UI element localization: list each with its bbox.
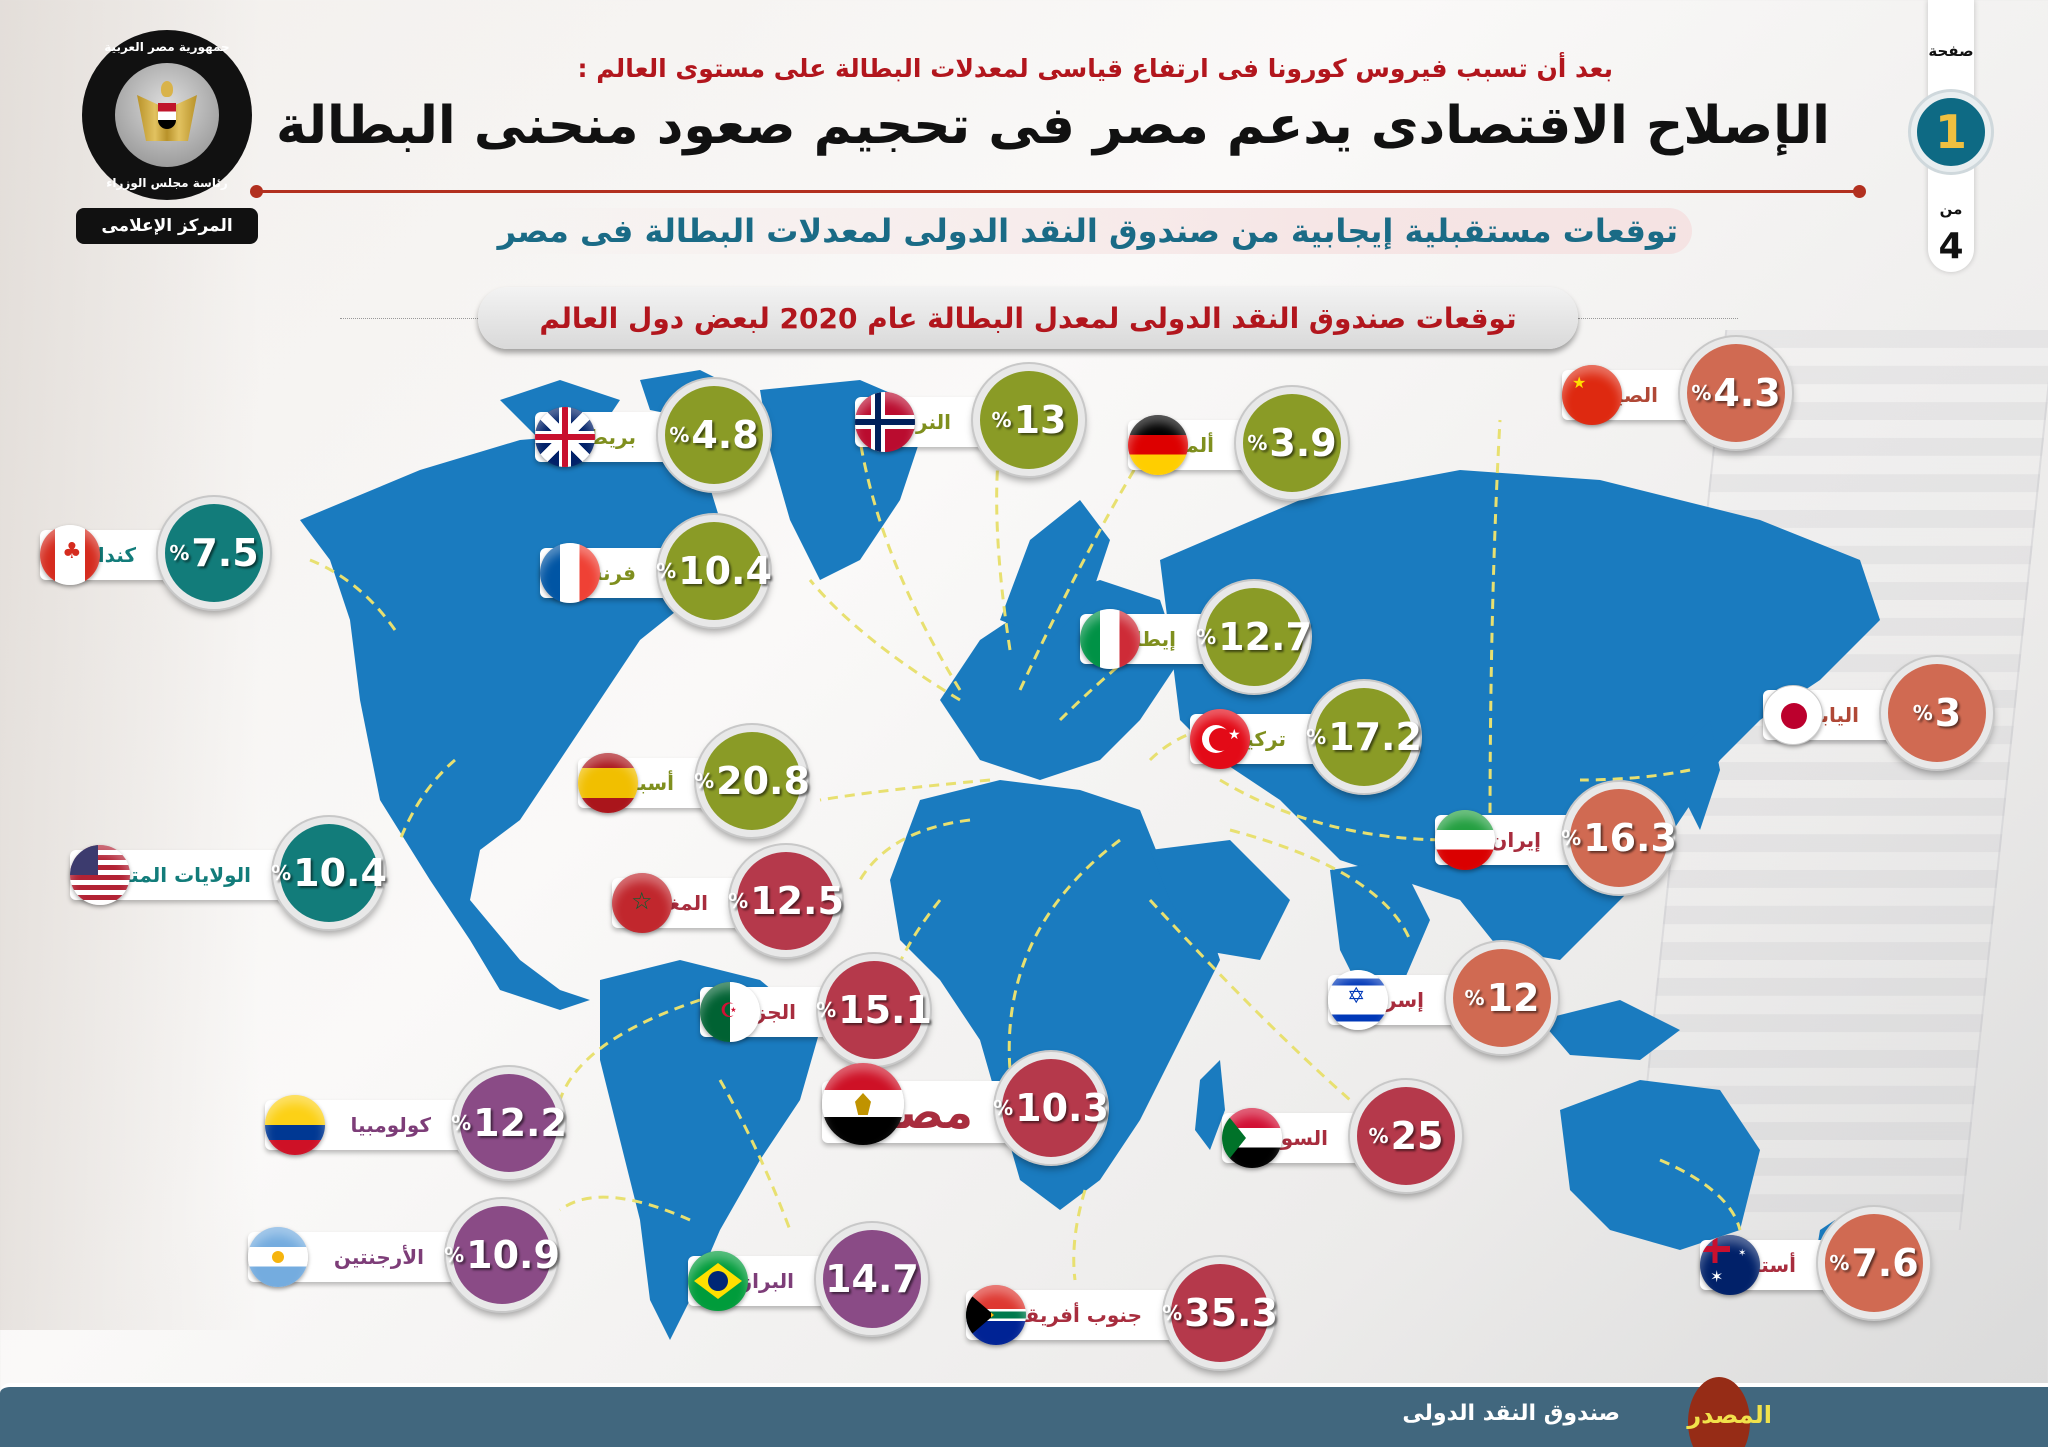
brazil-flag-icon bbox=[688, 1251, 748, 1311]
unemployment-badge: % 13 bbox=[973, 364, 1085, 476]
turkey-flag-icon: ★ bbox=[1190, 709, 1250, 769]
of-word: من bbox=[1939, 200, 1963, 218]
total-pages: 4 bbox=[1938, 226, 1964, 267]
country-name: الأرجنتين bbox=[333, 1245, 424, 1269]
country-name: إيران bbox=[1490, 828, 1541, 852]
japan-flag-icon bbox=[1763, 685, 1823, 745]
unemployment-badge: % 17.2 bbox=[1306, 681, 1422, 793]
colombia-flag-icon bbox=[265, 1095, 325, 1155]
country-name: جنوب أفريقيا bbox=[1009, 1303, 1142, 1327]
page-word: صفحة bbox=[1928, 42, 1974, 60]
unemployment-badge: % 16.3 bbox=[1561, 782, 1677, 894]
country-name: كندا bbox=[97, 543, 136, 567]
current-page-number: 1 bbox=[1911, 92, 1991, 172]
pill-dotted-line-right bbox=[1578, 318, 1738, 319]
logo-inner bbox=[115, 63, 219, 167]
unemployment-badge: % 10.4 bbox=[656, 515, 772, 627]
canada-flag-icon: ♣ bbox=[40, 525, 100, 585]
logo-banner: المركز الإعلامى bbox=[76, 208, 258, 244]
norway-flag-icon bbox=[855, 392, 915, 452]
usa-flag-icon bbox=[70, 845, 130, 905]
kicker-text: بعد أن تسبب فيروس كورونا فى ارتفاع قياسى… bbox=[577, 54, 1614, 83]
unemployment-badge: % 15.1 bbox=[816, 954, 932, 1066]
unemployment-badge: % 12.2 bbox=[451, 1067, 567, 1179]
unemployment-badge: % 12.7 bbox=[1196, 581, 1312, 693]
unemployment-badge: % 20.8 bbox=[694, 725, 810, 837]
israel-flag-icon: ✡ bbox=[1328, 970, 1388, 1030]
unemployment-badge: % 10.9 bbox=[444, 1199, 560, 1311]
unemployment-badge: % 12 bbox=[1446, 942, 1558, 1054]
spain-flag-icon bbox=[578, 753, 638, 813]
iran-flag-icon bbox=[1435, 810, 1495, 870]
morocco-flag-icon: ☆ bbox=[612, 873, 672, 933]
algeria-flag-icon: ☪ bbox=[700, 982, 760, 1042]
unemployment-badge: % 10.4 bbox=[271, 817, 387, 929]
source-value: صندوق النقد الدولى bbox=[1402, 1401, 1620, 1426]
unemployment-badge: % 4.8 bbox=[658, 379, 770, 491]
unemployment-badge: % 35.3 bbox=[1162, 1257, 1278, 1369]
unemployment-badge: % 4.3 bbox=[1680, 337, 1792, 449]
china-flag-icon: ★ bbox=[1562, 365, 1622, 425]
country-name: كولومبيا bbox=[350, 1113, 431, 1137]
logo-ring-top-text: جمهورية مصر العربية bbox=[104, 40, 230, 54]
chart-title: توقعات صندوق النقد الدولى لمعدل البطالة … bbox=[478, 287, 1578, 349]
unemployment-badge: % 25 bbox=[1350, 1080, 1462, 1192]
source-label: المصدر bbox=[1687, 1401, 1772, 1429]
unemployment-badge: % 3 bbox=[1881, 657, 1993, 769]
world-map bbox=[300, 370, 1880, 1340]
australia-flag-icon: ✶ ✶ bbox=[1700, 1235, 1760, 1295]
unemployment-badge: % 3.9 bbox=[1236, 387, 1348, 499]
unemployment-badge: % 7.5 bbox=[158, 497, 270, 609]
page-subtitle: توقعات مستقبلية إيجابية من صندوق النقد ا… bbox=[483, 208, 1692, 254]
logo-ring-bottom-text: رئاسة مجلس الوزراء bbox=[106, 176, 228, 190]
germany-flag-icon bbox=[1128, 415, 1188, 475]
unemployment-badge: % 12.5 bbox=[728, 845, 844, 957]
eagle-emblem-icon bbox=[137, 77, 197, 153]
source-accent-circle bbox=[1688, 1377, 1750, 1447]
sudan-flag-icon bbox=[1222, 1108, 1282, 1168]
unemployment-badge: 14.7 bbox=[816, 1223, 928, 1335]
france-flag-icon bbox=[540, 543, 600, 603]
argentina-flag-icon bbox=[248, 1227, 308, 1287]
logo-ring bbox=[82, 30, 252, 200]
page-indicator: صفحة 1 من 4 bbox=[1911, 0, 1991, 272]
uk-flag-icon bbox=[535, 407, 595, 467]
page-title: الإصلاح الاقتصادى يدعم مصر فى تحجيم صعود… bbox=[275, 96, 1831, 156]
unemployment-badge: % 7.6 bbox=[1818, 1207, 1930, 1319]
italy-flag-icon bbox=[1080, 609, 1140, 669]
egypt-flag-icon bbox=[822, 1063, 904, 1145]
source-footer: المصدر صندوق النقد الدولى bbox=[0, 1377, 2048, 1447]
unemployment-badge: % 10.3 bbox=[993, 1052, 1109, 1164]
cabinet-media-center-logo: جمهورية مصر العربية رئاسة مجلس الوزراء ا… bbox=[76, 30, 258, 244]
title-divider bbox=[250, 185, 1866, 198]
pill-dotted-line-left bbox=[340, 318, 480, 319]
south-africa-flag-icon bbox=[966, 1285, 1026, 1345]
